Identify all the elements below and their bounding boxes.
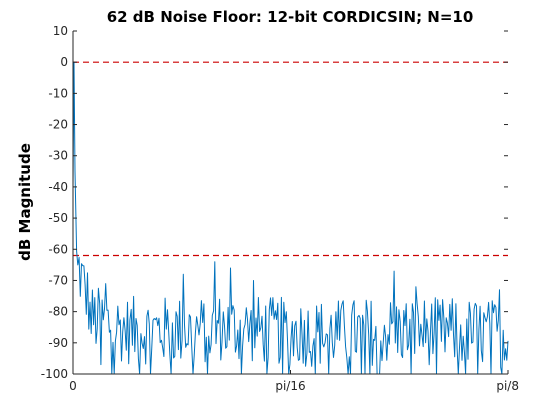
y-tick-label: -80: [48, 305, 68, 319]
y-axis-label: dB Magnitude: [16, 143, 34, 261]
x-tick-label: 0: [69, 379, 77, 393]
y-tick-label: -50: [48, 211, 68, 225]
y-tick-label: -30: [48, 149, 68, 163]
y-tick-label: -90: [48, 336, 68, 350]
y-tick-label: -100: [41, 367, 68, 381]
y-tick-label: 0: [60, 55, 68, 69]
reference-lines: [73, 61, 508, 257]
y-tick-label: -10: [48, 86, 68, 100]
y-tick-label: 10: [53, 24, 68, 38]
y-tick-label: -20: [48, 118, 68, 132]
x-tick-label: pi/16: [275, 379, 305, 393]
plot-area: [73, 31, 508, 374]
x-axis-ticks: 0 pi/16 pi/8: [69, 370, 519, 393]
series-line: [72, 61, 509, 375]
x-tick-label: pi/8: [496, 379, 519, 393]
series-group: [72, 61, 509, 375]
y-tick-label: -40: [48, 180, 68, 194]
y-tick-label: -60: [48, 242, 68, 256]
y-axis-ticks: 10 0 -10 -20 -30 -40 -50 -60 -70 -80 -90 -100: [41, 24, 508, 381]
chart-title: 62 dB Noise Floor: 12-bit CORDICSIN; N=1…: [107, 8, 474, 26]
y-tick-label: -70: [48, 273, 68, 287]
